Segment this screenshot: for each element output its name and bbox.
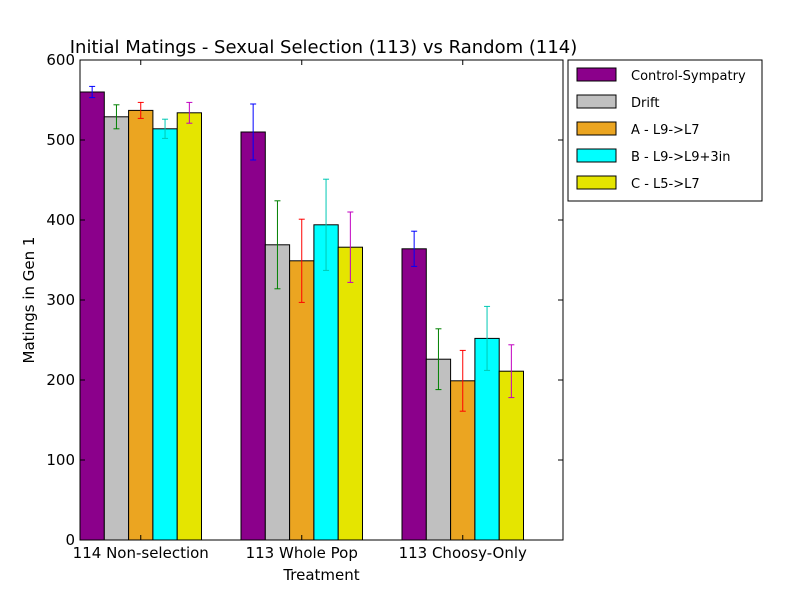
y-axis-title: Matings in Gen 1	[20, 237, 38, 364]
legend-label-4: C - L5->L7	[631, 177, 700, 192]
error-bar-2-4	[508, 344, 515, 399]
bar-0-2	[128, 109, 154, 541]
error-bar-2-3	[484, 305, 491, 371]
y-tick-label-2: 200	[46, 371, 75, 389]
error-bar-1-2	[298, 218, 305, 303]
legend-swatch-2	[576, 121, 617, 136]
error-bar-2-0	[411, 230, 418, 267]
bar-0-0	[79, 91, 105, 541]
y-tick-label-4: 400	[46, 211, 75, 229]
legend-label-0: Control-Sympatry	[631, 69, 746, 84]
bar-2-4	[498, 370, 525, 541]
legend: Control-Sympatry Drift A - L9->L7 B - L9->L…	[567, 59, 763, 202]
x-tick-label-0: 114 Non-selection	[73, 544, 209, 562]
bar-2-0	[401, 248, 427, 541]
bar-1-4	[337, 246, 364, 541]
legend-swatch-1	[576, 94, 617, 109]
error-bar-2-2	[459, 349, 466, 412]
error-bar-0-3	[162, 118, 169, 139]
bars-layer	[79, 91, 525, 541]
error-bar-1-4	[347, 211, 354, 283]
y-tick-label-0: 0	[65, 531, 75, 549]
legend-swatch-4	[576, 175, 617, 190]
error-bar-1-0	[250, 103, 257, 161]
legend-swatch-0	[576, 67, 617, 82]
error-bar-1-1	[274, 200, 281, 290]
error-bar-0-4	[186, 101, 193, 124]
x-tick-label-1: 113 Whole Pop	[246, 544, 358, 562]
chart-title: Initial Matings - Sexual Selection (113)…	[70, 37, 578, 58]
legend-label-3: B - L9->L9+3in	[631, 150, 731, 165]
bar-0-1	[103, 116, 130, 541]
error-bar-1-3	[323, 178, 330, 271]
error-bar-2-1	[435, 328, 442, 391]
error-bar-0-2	[137, 101, 144, 119]
legend-swatch-3	[576, 148, 617, 163]
bar-1-3	[313, 224, 339, 541]
bar-0-3	[152, 128, 178, 541]
error-bar-0-0	[89, 85, 96, 99]
legend-label-2: A - L9->L7	[631, 123, 699, 138]
y-tick-label-6: 600	[46, 51, 75, 69]
bar-1-1	[264, 244, 291, 541]
bar-1-0	[240, 131, 266, 541]
y-tick-label-5: 500	[46, 131, 75, 149]
legend-label-1: Drift	[631, 96, 659, 111]
x-axis-title: Treatment	[282, 566, 359, 584]
ticks-layer: 0 100 200 300 400 500 600 114 Non-selection 113 …	[46, 51, 563, 562]
bar-0-4	[176, 112, 202, 541]
y-tick-label-1: 100	[46, 451, 75, 469]
y-tick-label-3: 300	[46, 291, 75, 309]
error-bars-layer	[89, 85, 515, 412]
error-bar-0-1	[113, 104, 120, 130]
x-tick-label-2: 113 Choosy-Only	[399, 544, 527, 562]
